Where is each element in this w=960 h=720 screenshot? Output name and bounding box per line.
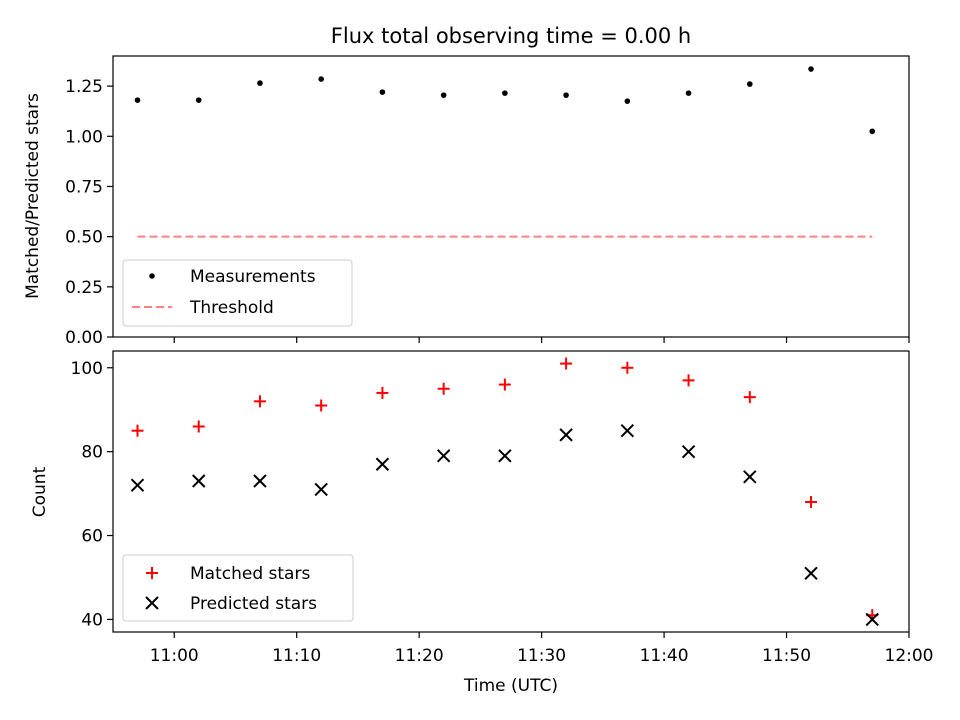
- matched-stars-point: [437, 382, 450, 395]
- legend-predicted-marker: [145, 596, 159, 610]
- count-panel: 40 60 80 100 11:00 11:10 11:20 11:30 11:40 11:50…: [30, 350, 934, 696]
- ratio-y-ticks: 0.00 0.25 0.50 0.75 1.00 1.25: [65, 77, 113, 348]
- predicted-stars-point: [314, 482, 328, 497]
- predicted-stars-point: [559, 428, 573, 442]
- predicted-stars-point: [620, 423, 635, 438]
- x-tick-label: 11:30: [517, 646, 566, 666]
- x-tick-label: 11:50: [762, 646, 811, 666]
- measurement-point: [502, 90, 508, 96]
- y-tick-label: 40: [81, 610, 103, 630]
- predicted-stars-point: [681, 444, 696, 459]
- predicted-stars-point: [743, 470, 757, 484]
- y-tick-label: 0.00: [65, 328, 103, 348]
- x-tick-label: 11:10: [272, 646, 321, 666]
- matched-stars-point: [498, 378, 511, 391]
- predicted-stars-point: [253, 474, 267, 488]
- measurement-point: [808, 66, 814, 72]
- measurement-point: [379, 89, 386, 95]
- y-tick-label: 0.25: [65, 278, 103, 298]
- x-axis-label: Time (UTC): [463, 676, 558, 696]
- count-axes-frame: [112, 350, 910, 633]
- matched-stars-point: [560, 357, 573, 370]
- predicted-stars-point: [436, 449, 451, 463]
- count-y-label: Count: [30, 466, 50, 517]
- matched-stars-point: [253, 395, 266, 408]
- x-tick-label: 11:00: [150, 646, 199, 666]
- x-tick-label: 12:00: [885, 646, 934, 666]
- count-y-ticks: 40 60 80 100: [71, 359, 113, 630]
- ratio-panel: Flux total observing time = 0.00 h 0.000…: [23, 24, 910, 348]
- chart-title: Flux total observing time = 0.00 h: [331, 24, 691, 48]
- matched-stars-point: [805, 495, 818, 508]
- x-tick-label: 11:40: [640, 646, 689, 666]
- count-plot-area: [130, 357, 879, 627]
- ratio-axes-frame: [112, 55, 910, 338]
- y-tick-label: 100: [71, 359, 103, 379]
- count-x-ticks: 11:00 11:10 11:20 11:30 11:40 11:50 12:00: [150, 632, 934, 666]
- legend-measurements-label: Measurements: [190, 267, 316, 287]
- ratio-y-label: Matched/Predicted stars: [23, 93, 43, 299]
- matched-stars-point: [743, 391, 756, 404]
- predicted-stars-point: [498, 449, 512, 463]
- count-legend: Matched stars Predicted stars: [122, 554, 354, 622]
- y-tick-label: 80: [81, 443, 103, 463]
- matched-stars-point: [192, 420, 205, 433]
- ratio-legend-box: [122, 259, 353, 327]
- y-tick-label: 0.75: [65, 177, 103, 197]
- y-tick-label: 0.50: [65, 228, 103, 248]
- legend-predicted-label: Predicted stars: [190, 594, 317, 614]
- measurement-point: [869, 128, 876, 135]
- measurement-point: [624, 98, 631, 104]
- legend-matched-marker: [146, 567, 158, 579]
- ratio-plot-area: [134, 66, 876, 238]
- measurement-point: [318, 76, 324, 82]
- y-tick-label: 1.00: [65, 127, 103, 147]
- count-legend-box: [122, 554, 354, 622]
- matched-stars-point: [682, 374, 695, 387]
- matched-stars-point: [621, 361, 634, 374]
- ratio-legend: Measurements Threshold: [122, 259, 353, 327]
- matched-stars-point: [131, 424, 144, 437]
- measurement-point: [195, 97, 202, 103]
- measurement-point: [134, 97, 141, 103]
- x-tick-label: 11:20: [395, 646, 444, 666]
- matched-stars-point: [376, 386, 389, 399]
- measurement-point: [747, 81, 753, 87]
- matched-stars-point: [315, 399, 328, 412]
- predicted-stars-point: [865, 612, 879, 627]
- y-tick-label: 60: [81, 527, 103, 547]
- legend-matched-label: Matched stars: [190, 564, 310, 584]
- measurement-point: [257, 80, 263, 86]
- predicted-stars-point: [804, 566, 818, 580]
- measurement-point: [440, 92, 447, 98]
- measurement-point: [563, 92, 569, 98]
- y-tick-label: 1.25: [65, 77, 103, 97]
- predicted-stars-point: [192, 474, 206, 488]
- predicted-stars-point: [375, 457, 390, 471]
- predicted-stars-point: [130, 478, 145, 492]
- legend-measurements-marker: [149, 273, 155, 279]
- legend-threshold-label: Threshold: [189, 298, 274, 318]
- measurement-point: [685, 90, 692, 96]
- ratio-x-ticks: [173, 337, 910, 343]
